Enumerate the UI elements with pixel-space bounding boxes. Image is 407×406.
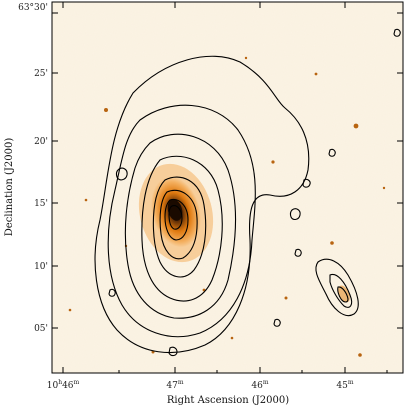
x-axis-label: Right Ascension (J2000) xyxy=(167,395,289,406)
y-tick-label: 25' xyxy=(34,69,48,79)
x-tick-label-47m: 47m xyxy=(166,379,183,391)
y-ticks xyxy=(52,12,403,329)
x-tick-label-45m: 45m xyxy=(336,379,353,391)
plot-noise xyxy=(52,2,403,373)
y-tick-label: 15' xyxy=(34,199,48,209)
x-tick-label-46m: 46m xyxy=(251,379,268,391)
contours-main xyxy=(94,28,401,357)
y-tick-label: 20' xyxy=(34,137,48,147)
y-tick-label: 63°30' xyxy=(18,3,48,13)
x-tick-label-10h46m: 10h46m xyxy=(47,379,80,391)
y-tick-label: 05' xyxy=(34,324,48,334)
plot-frame xyxy=(51,1,404,374)
x-ticks xyxy=(62,2,388,373)
y-axis-label: Declination (J2000) xyxy=(4,138,15,237)
y-tick-label: 10' xyxy=(34,262,48,272)
contours-companion xyxy=(315,258,359,316)
